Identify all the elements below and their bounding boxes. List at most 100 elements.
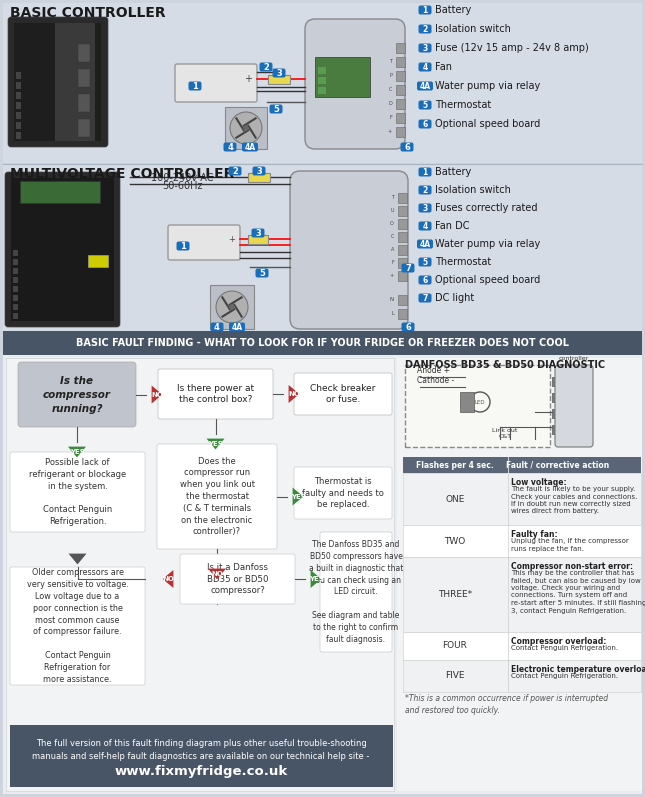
Bar: [397, 358, 642, 791]
Bar: [460, 392, 474, 412]
Text: The Danfoss BD35 and
BD50 compressors have
a built in diagnostic that
you can ch: The Danfoss BD35 and BD50 compressors ha…: [309, 540, 403, 644]
Text: 4: 4: [422, 222, 428, 230]
FancyBboxPatch shape: [401, 264, 415, 273]
Circle shape: [243, 125, 249, 131]
Text: 3: 3: [255, 229, 261, 238]
Bar: [13, 304, 18, 310]
Text: Low voltage:: Low voltage:: [511, 478, 566, 487]
Bar: [248, 235, 268, 244]
Text: Cathode -: Cathode -: [417, 376, 454, 385]
Bar: [396, 43, 405, 53]
Text: The fault is likely to be your supply.
Check your cables and connections.
If in : The fault is likely to be your supply. C…: [511, 486, 637, 515]
Polygon shape: [288, 385, 299, 403]
FancyBboxPatch shape: [294, 373, 392, 415]
FancyBboxPatch shape: [417, 240, 433, 249]
Text: Compressor non-start error:: Compressor non-start error:: [511, 562, 633, 571]
Polygon shape: [163, 570, 174, 588]
Text: 3: 3: [422, 203, 428, 213]
Text: Fuses correctly rated: Fuses correctly rated: [435, 203, 537, 213]
FancyBboxPatch shape: [419, 203, 432, 213]
Polygon shape: [311, 570, 321, 588]
FancyBboxPatch shape: [158, 369, 273, 419]
Text: 1: 1: [192, 81, 198, 91]
Bar: [396, 71, 405, 81]
Text: Battery: Battery: [435, 5, 471, 15]
Text: Is the
compressor
running?: Is the compressor running?: [43, 375, 111, 414]
Bar: [396, 85, 405, 95]
Bar: [13, 295, 18, 301]
Text: Thermostat is
faulty and needs to
be replaced.: Thermostat is faulty and needs to be rep…: [302, 477, 384, 509]
FancyBboxPatch shape: [180, 554, 295, 604]
FancyBboxPatch shape: [320, 532, 392, 652]
Circle shape: [216, 291, 248, 323]
Text: T: T: [391, 194, 394, 199]
Text: Electronic
controller: Electronic controller: [559, 350, 590, 361]
Circle shape: [229, 304, 235, 310]
Bar: [225, 107, 267, 149]
Bar: [398, 193, 407, 203]
Text: 1: 1: [422, 6, 428, 14]
Text: C: C: [389, 87, 392, 92]
Bar: [13, 277, 18, 283]
Text: Possible lack of
refrigerant or blockage
in the system.

Contact Penguin
Refrige: Possible lack of refrigerant or blockage…: [29, 458, 126, 526]
Text: 6: 6: [405, 323, 411, 332]
Text: +: +: [388, 128, 392, 134]
Polygon shape: [206, 438, 224, 450]
Text: YES: YES: [208, 441, 223, 447]
Text: 50-60Hz: 50-60Hz: [162, 181, 203, 191]
FancyBboxPatch shape: [419, 44, 432, 53]
Bar: [398, 206, 407, 216]
Text: Flashes per 4 sec.: Flashes per 4 sec.: [416, 461, 494, 469]
FancyBboxPatch shape: [294, 467, 392, 519]
Text: O: O: [390, 221, 394, 226]
Bar: [318, 87, 326, 94]
FancyBboxPatch shape: [419, 293, 432, 303]
Text: 4A: 4A: [232, 323, 243, 332]
Text: Older compressors are
very sensitive to voltage.
Low voltage due to a
poor conne: Older compressors are very sensitive to …: [26, 568, 128, 684]
FancyBboxPatch shape: [419, 25, 432, 33]
FancyBboxPatch shape: [157, 444, 277, 549]
Text: 5: 5: [422, 257, 428, 266]
Text: Water pump via relay: Water pump via relay: [435, 239, 541, 249]
Bar: [13, 259, 18, 265]
Text: 2: 2: [263, 62, 269, 72]
Polygon shape: [68, 446, 86, 457]
Bar: [398, 271, 407, 281]
Text: 2: 2: [422, 25, 428, 33]
Text: 4A: 4A: [419, 81, 431, 91]
Text: Is there power at
the control box?: Is there power at the control box?: [177, 383, 254, 404]
Text: Fan: Fan: [435, 62, 452, 72]
Text: 6: 6: [422, 276, 428, 285]
Bar: [552, 393, 555, 403]
Bar: [403, 632, 641, 660]
Text: T: T: [389, 58, 392, 64]
Text: Unplug the fan, if the compressor
runs replace the fan.: Unplug the fan, if the compressor runs r…: [511, 538, 629, 552]
Text: TWO: TWO: [444, 536, 466, 545]
Text: Isolation switch: Isolation switch: [435, 24, 511, 34]
FancyBboxPatch shape: [270, 104, 283, 113]
Bar: [3, 355, 642, 794]
Text: NO: NO: [162, 576, 174, 582]
Text: F: F: [392, 260, 394, 265]
Bar: [3, 165, 642, 333]
Bar: [398, 232, 407, 242]
Polygon shape: [68, 554, 86, 564]
FancyBboxPatch shape: [417, 81, 433, 91]
Text: 4: 4: [422, 62, 428, 72]
Bar: [318, 77, 326, 84]
Text: NO: NO: [211, 571, 223, 577]
Text: 4A: 4A: [244, 143, 255, 151]
Text: Isolation switch: Isolation switch: [435, 185, 511, 195]
Text: 7: 7: [422, 293, 428, 303]
Text: 2: 2: [232, 167, 238, 175]
Text: 5: 5: [259, 269, 265, 277]
Text: 100-240v AC: 100-240v AC: [151, 173, 213, 183]
Bar: [315, 57, 370, 97]
Bar: [398, 258, 407, 268]
Bar: [398, 295, 407, 305]
Bar: [3, 331, 642, 355]
Text: NO: NO: [288, 391, 300, 397]
Bar: [403, 457, 641, 473]
FancyBboxPatch shape: [419, 6, 432, 14]
Text: www.fixmyfridge.co.uk: www.fixmyfridge.co.uk: [114, 765, 288, 779]
